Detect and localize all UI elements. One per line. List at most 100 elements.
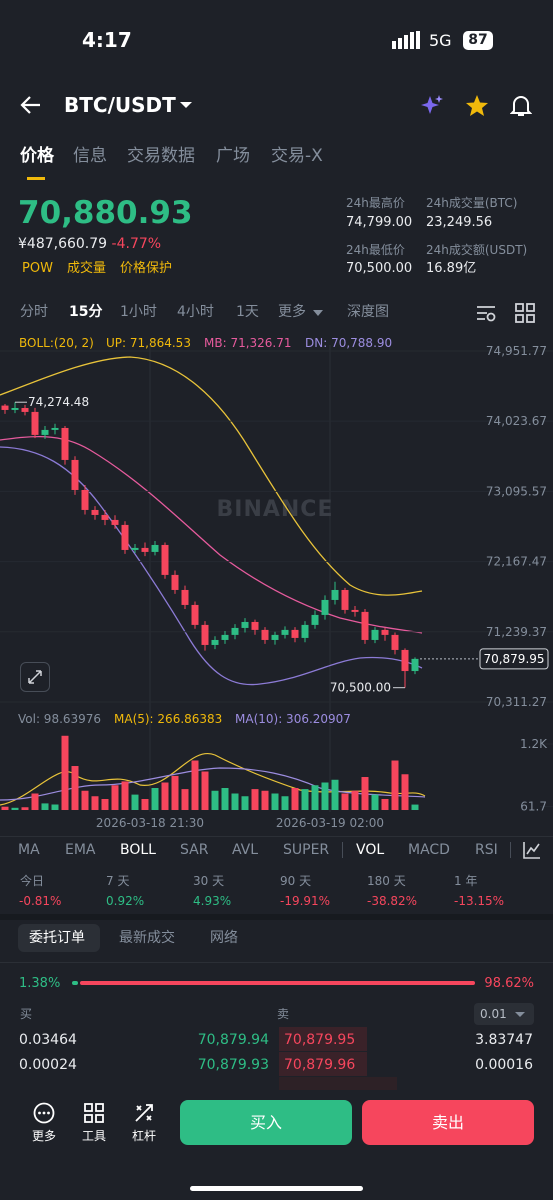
- volume-bar: [161, 782, 169, 810]
- buy-qty: 0.00024: [19, 1057, 77, 1073]
- volume-bar: [361, 777, 369, 810]
- expand-button[interactable]: [20, 662, 50, 692]
- volume-bar: [261, 790, 269, 810]
- boll-dn-line: [0, 446, 423, 686]
- tab[interactable]: 交易-X: [271, 146, 323, 166]
- indicator[interactable]: AVL: [232, 842, 259, 858]
- perf-label: 1 年: [454, 874, 478, 888]
- tag[interactable]: 成交量: [67, 261, 107, 276]
- leverage-icon[interactable]: [133, 1102, 155, 1124]
- favorite-icon[interactable]: [465, 94, 489, 117]
- kline-chart: BINANCE 74,951.77 74,023.67 73,095.57 72,16…: [0, 344, 553, 830]
- tab[interactable]: 信息: [73, 146, 107, 166]
- stat-value: 70,500.00: [346, 261, 413, 276]
- interval[interactable]: 1天: [236, 304, 259, 320]
- indicator[interactable]: BOLL: [120, 842, 156, 858]
- pair-title[interactable]: BTC/USDT: [64, 93, 176, 117]
- volume-bar: [241, 796, 249, 810]
- tab[interactable]: 广场: [216, 146, 250, 166]
- divider: [0, 962, 553, 963]
- indicator[interactable]: RSI: [475, 842, 498, 858]
- indicator[interactable]: VOL: [356, 842, 385, 858]
- indicator[interactable]: MA: [18, 842, 40, 858]
- settings-icon[interactable]: [475, 303, 497, 323]
- volume-bar: [411, 804, 419, 810]
- volume-bar: [181, 789, 189, 810]
- y-tick-label: 74,023.67: [486, 414, 547, 428]
- boll-dn: DN: 70,788.90: [305, 336, 393, 350]
- perf-value: 0.92%: [106, 894, 145, 908]
- depth-bar: [279, 1077, 397, 1091]
- sell-price: 70,879.96: [284, 1057, 356, 1073]
- candle-body: [201, 624, 209, 645]
- candle-body: [381, 629, 389, 635]
- volume-bar: [101, 799, 109, 810]
- candle-body: [21, 407, 29, 412]
- stat-label: 24h最低价: [346, 243, 405, 257]
- candle-body: [61, 427, 69, 460]
- precision: 0.01: [480, 1007, 507, 1021]
- section-gap: [0, 914, 553, 920]
- ai-icon[interactable]: [420, 94, 446, 118]
- candle-body: [191, 604, 199, 625]
- book-tab[interactable]: 网络: [210, 930, 238, 946]
- interval[interactable]: 深度图: [347, 304, 389, 320]
- bottom-item[interactable]: 杠杆: [132, 1129, 157, 1143]
- perf-value: -0.81%: [19, 894, 62, 908]
- interval[interactable]: 1小时: [120, 304, 157, 320]
- indicator[interactable]: SAR: [180, 842, 209, 858]
- volume-bar: [41, 803, 49, 810]
- layout-icon[interactable]: [515, 303, 535, 323]
- candle-body: [371, 629, 379, 640]
- indicator-sep: [342, 842, 343, 858]
- indicator[interactable]: SUPER: [283, 842, 330, 858]
- vol-tick-label: 1.2K: [520, 737, 548, 751]
- candle-body: [1, 405, 9, 410]
- stat-value: 16.89亿: [426, 261, 477, 276]
- indicator[interactable]: MACD: [408, 842, 450, 858]
- bottom-item[interactable]: 工具: [82, 1129, 107, 1143]
- sell-button[interactable]: 卖出: [362, 1100, 534, 1145]
- interval[interactable]: 更多: [278, 304, 306, 320]
- candle-body: [161, 544, 169, 575]
- tab[interactable]: 交易数据: [127, 146, 195, 166]
- tab[interactable]: 价格: [20, 146, 54, 166]
- tag[interactable]: 价格保护: [120, 261, 173, 276]
- buy-button[interactable]: 买入: [180, 1100, 352, 1145]
- last-price: 70,880.93: [18, 195, 193, 231]
- bottom-item[interactable]: 更多: [32, 1129, 57, 1143]
- x-tick-label: 2026-03-19 02:00: [276, 816, 384, 830]
- buy-ratio-bar: [72, 981, 78, 985]
- interval[interactable]: 分时: [20, 304, 48, 320]
- book-tab-bg: [18, 924, 100, 952]
- y-tick-label: 73,095.57: [486, 484, 547, 498]
- volume-bar: [271, 793, 279, 810]
- candle-body: [11, 407, 19, 410]
- perf-label: 7 天: [106, 874, 130, 888]
- back-button[interactable]: [20, 94, 42, 116]
- book-tab[interactable]: 委托订单: [29, 930, 85, 946]
- volume-bar: [131, 794, 139, 810]
- tag[interactable]: POW: [22, 261, 53, 276]
- indicator[interactable]: EMA: [65, 842, 96, 858]
- stat-label: 24h成交量(BTC): [426, 196, 518, 210]
- perf-label: 180 天: [367, 874, 406, 888]
- book-tab[interactable]: 最新成交: [119, 930, 175, 946]
- battery: 87: [463, 31, 493, 50]
- buy-ratio: 1.38%: [19, 976, 61, 991]
- candle-body: [211, 639, 219, 645]
- candle-body: [321, 599, 329, 615]
- alert-icon[interactable]: [510, 94, 532, 118]
- volume-bar: [391, 760, 399, 810]
- stat-value: 23,249.56: [426, 215, 493, 230]
- volume-bar: [291, 788, 299, 810]
- indicator-settings[interactable]: [522, 840, 542, 860]
- interval[interactable]: 4小时: [177, 304, 214, 320]
- home-indicator: [190, 1186, 363, 1191]
- more-icon[interactable]: [33, 1102, 55, 1124]
- interval[interactable]: 15分: [69, 304, 103, 320]
- precision-select[interactable]: 0.01: [474, 1003, 534, 1025]
- candle-body: [401, 649, 409, 672]
- tools-icon[interactable]: [83, 1102, 105, 1124]
